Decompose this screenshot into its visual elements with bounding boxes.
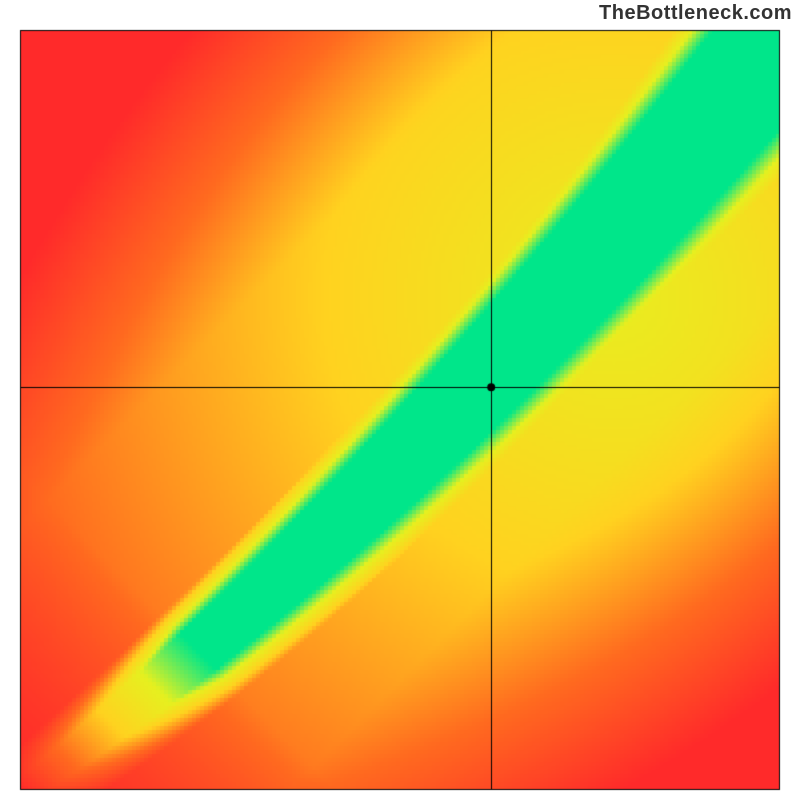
watermark-label: TheBottleneck.com [599, 2, 792, 25]
bottleneck-heatmap [0, 0, 800, 800]
